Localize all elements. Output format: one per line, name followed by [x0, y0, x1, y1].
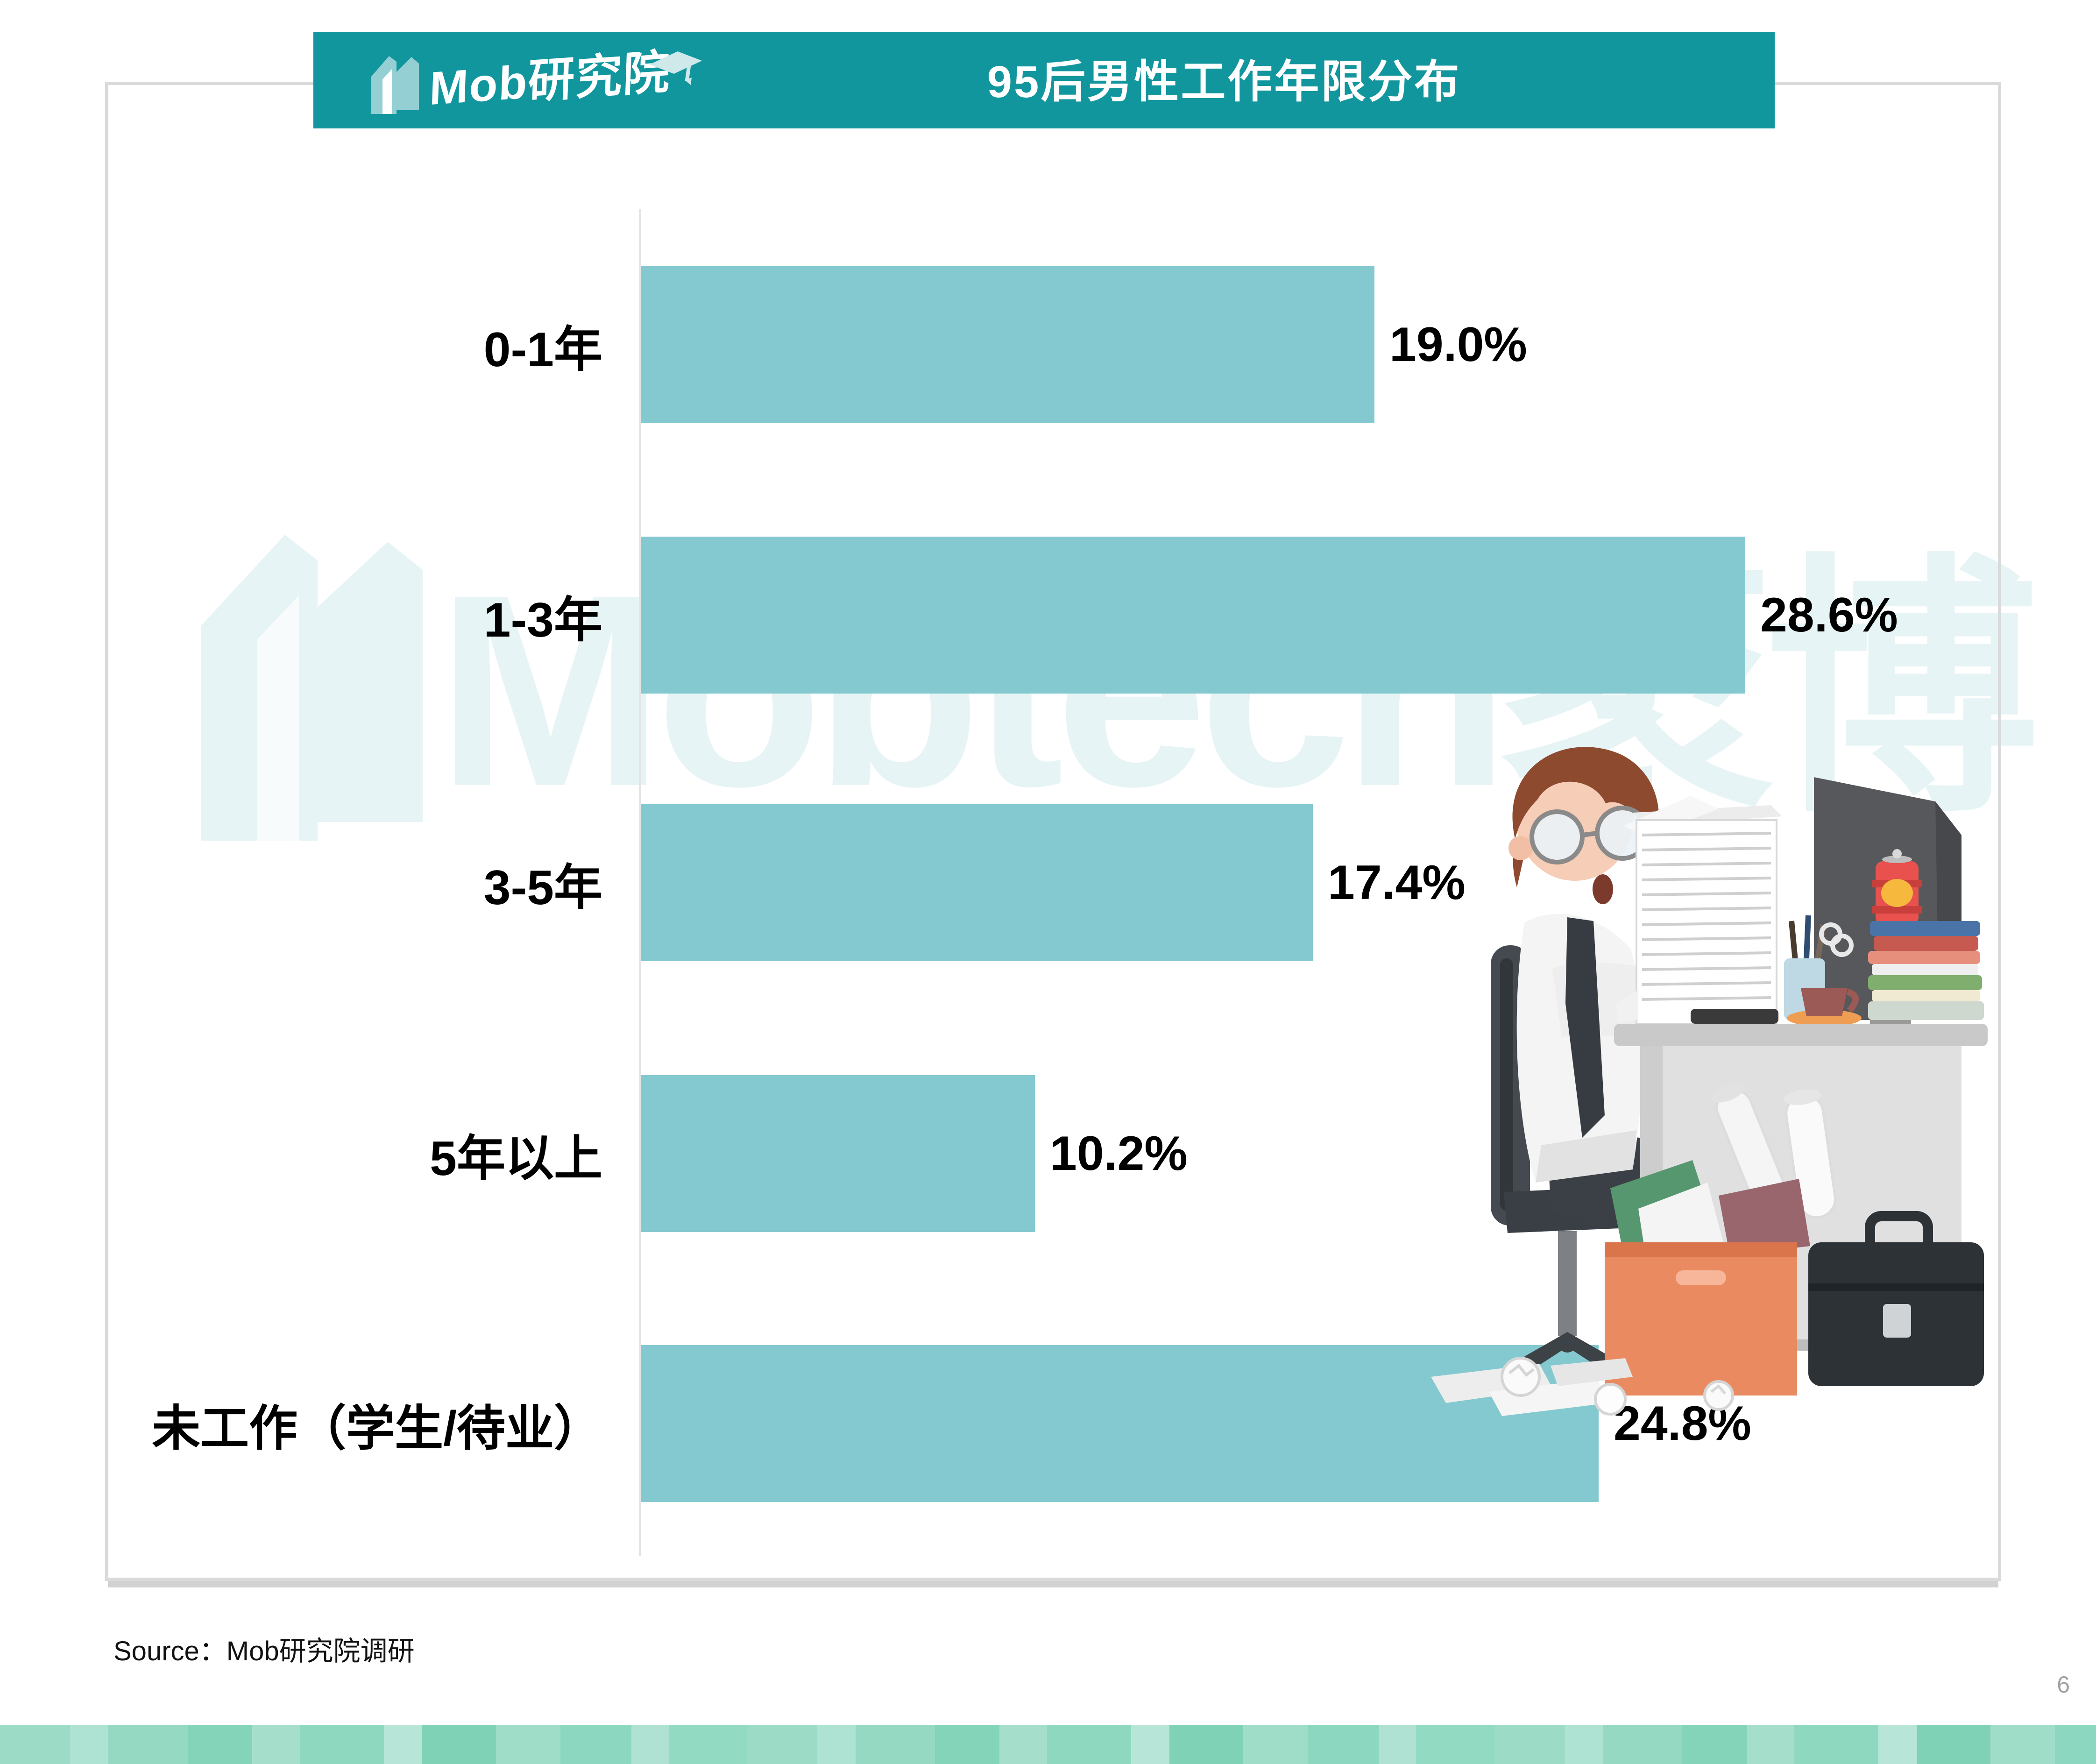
- bar-value-label: 28.6%: [1760, 588, 1898, 642]
- bar-category-label: 3-5年: [483, 860, 602, 915]
- bar-category-label: 未工作（学生/待业）: [152, 1401, 602, 1456]
- moving-box: [1605, 1160, 1810, 1396]
- office-worker-illustration: [1410, 723, 1999, 1419]
- source-caption: Source：Mob研究院调研: [113, 1636, 415, 1666]
- watermark-building-icon: [168, 486, 430, 855]
- header-banner: Mob研究院 95后男性工作年限分布: [313, 32, 1775, 128]
- bar-2: [641, 804, 1313, 961]
- chart-title: 95后男性工作年限分布: [987, 57, 1461, 107]
- bar-category-label: 1-3年: [483, 593, 602, 647]
- bar-value-label: 19.0%: [1389, 317, 1527, 372]
- bar-value-label: 10.2%: [1050, 1126, 1188, 1181]
- bar-4: [641, 1345, 1599, 1502]
- bar-value-label: 17.4%: [1328, 855, 1466, 910]
- mob-research-logo: Mob研究院: [365, 41, 702, 119]
- keyboard: [1691, 1009, 1778, 1024]
- chart-axis-line: [639, 209, 641, 1556]
- briefcase-icon: [1808, 1211, 1984, 1386]
- logo-text: Mob研究院: [428, 45, 672, 115]
- page-number: 6: [2057, 1672, 2070, 1698]
- footer-stripe-band: [0, 1725, 2096, 1764]
- book-stack: [1868, 921, 1984, 1020]
- coffee-cup-icon: [1787, 988, 1862, 1027]
- graduation-cap-icon: [650, 51, 702, 85]
- bar-1: [641, 537, 1745, 694]
- mob-building-icon: [371, 56, 419, 114]
- bar-3: [641, 1075, 1035, 1232]
- paper-stack: [1616, 796, 1782, 1025]
- bar-category-label: 5年以上: [430, 1131, 602, 1186]
- soda-can-icon: [1872, 849, 1922, 925]
- floor-papers: [1431, 1357, 1734, 1416]
- bar-0: [641, 266, 1374, 423]
- bar-category-label: 0-1年: [483, 322, 602, 377]
